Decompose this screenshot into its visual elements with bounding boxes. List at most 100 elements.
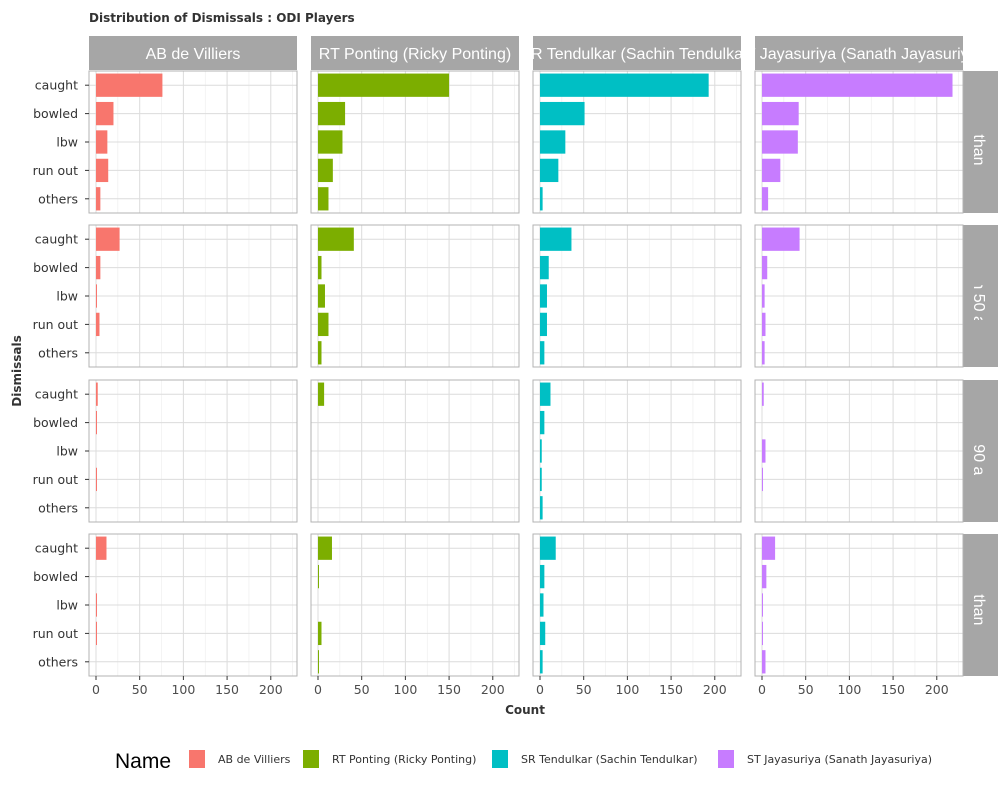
bar: [317, 284, 325, 308]
y-tick-label: others: [38, 191, 78, 206]
x-tick-label: 100: [171, 682, 195, 697]
bar: [761, 312, 766, 337]
facet-panel: [754, 379, 964, 523]
facet-strip-column: [533, 36, 741, 70]
bar: [539, 255, 549, 280]
bar: [95, 101, 114, 126]
x-tick-label: 150: [881, 682, 905, 697]
bar: [95, 410, 97, 435]
x-tick-label: 50: [132, 682, 148, 697]
bar: [317, 130, 343, 154]
facet-panel: [532, 533, 742, 677]
bar: [539, 312, 547, 337]
bar: [317, 255, 322, 280]
bar: [539, 467, 542, 492]
bar: [317, 536, 332, 560]
bar: [95, 382, 98, 406]
facet-panel: [754, 224, 964, 368]
bar: [761, 467, 763, 492]
y-tick-label: others: [38, 654, 78, 669]
facet-panel: [532, 379, 742, 523]
bar: [539, 621, 546, 646]
bar: [539, 101, 585, 126]
facet-panel: [88, 533, 298, 677]
bar: [95, 593, 97, 617]
y-tick-label: others: [38, 345, 78, 360]
y-tick-label: run out: [33, 163, 79, 178]
facet-strip-label: RT Ponting (Ricky Ponting): [319, 46, 511, 63]
legend-title: Name: [115, 750, 171, 773]
y-axis-title: Dismissals: [10, 335, 24, 406]
facet-panel: [532, 224, 742, 368]
x-axis-title: Count: [505, 703, 545, 717]
bar: [95, 312, 100, 337]
x-tick-label: 150: [437, 682, 461, 697]
x-tick-label: 50: [576, 682, 592, 697]
bar: [761, 158, 781, 183]
panel-border: [310, 379, 520, 523]
facet-panel: [310, 379, 520, 523]
bar: [317, 187, 329, 211]
panel-border: [532, 533, 742, 677]
x-tick-label: 100: [393, 682, 417, 697]
y-tick-label: caught: [35, 387, 78, 402]
x-tick-label: 50: [354, 682, 370, 697]
bar: [539, 496, 543, 520]
facet-panel: [88, 224, 298, 368]
x-tick-label: 100: [615, 682, 639, 697]
bar: [539, 410, 545, 435]
facet-strip-label: SR Tendulkar (Sachin Tendulkar): [520, 46, 753, 63]
facet-panel: [88, 379, 298, 523]
x-tick-label: 100: [837, 682, 861, 697]
y-tick-label: lbw: [56, 289, 78, 304]
bar: [761, 650, 766, 674]
facet-strip-label: Less than 50: [970, 96, 987, 188]
bar: [539, 227, 572, 251]
bar: [95, 130, 108, 154]
y-tick-label: lbw: [56, 135, 78, 150]
facet-panels: AB de Villiers RT Ponting (Ricky Ponting)…: [33, 36, 998, 697]
panel-border: [754, 379, 964, 523]
bar: [95, 187, 101, 211]
facet-panel: [88, 70, 298, 214]
x-tick-label: 150: [215, 682, 239, 697]
bar: [761, 564, 767, 589]
panel-border: [310, 533, 520, 677]
legend-label: AB de Villiers: [218, 753, 291, 766]
bar: [761, 536, 776, 560]
bar: [761, 284, 765, 308]
panel-border: [754, 533, 964, 677]
bar: [317, 564, 319, 589]
y-tick-label: bowled: [33, 106, 78, 121]
bar: [761, 130, 798, 154]
facet-panel: [310, 224, 520, 368]
bar: [95, 255, 101, 280]
x-tick-label: 0: [92, 682, 100, 697]
bar: [761, 227, 800, 251]
bar: [539, 564, 545, 589]
bar: [317, 158, 333, 183]
bar: [761, 341, 765, 365]
facet-strip-row: [963, 225, 998, 367]
facet-strip-label: Between 90 and 100: [970, 378, 987, 525]
y-tick-label: caught: [35, 541, 78, 556]
y-tick-label: caught: [35, 232, 78, 247]
bar: [539, 130, 566, 154]
facet-panel: [310, 533, 520, 677]
bar: [317, 73, 450, 97]
facet-strip-column: [89, 36, 297, 70]
y-tick-label: bowled: [33, 569, 78, 584]
bar: [317, 650, 319, 674]
bar: [761, 187, 769, 211]
panel-border: [310, 224, 520, 368]
bar: [95, 621, 97, 646]
x-tick-label: 0: [758, 682, 766, 697]
facet-strip-label: More than 100: [970, 553, 987, 656]
bar: [761, 101, 799, 126]
bar: [95, 227, 120, 251]
bar: [761, 621, 763, 646]
facet-strip-label: Between 50 and 90: [970, 227, 987, 365]
panel-border: [532, 379, 742, 523]
bar: [539, 593, 544, 617]
